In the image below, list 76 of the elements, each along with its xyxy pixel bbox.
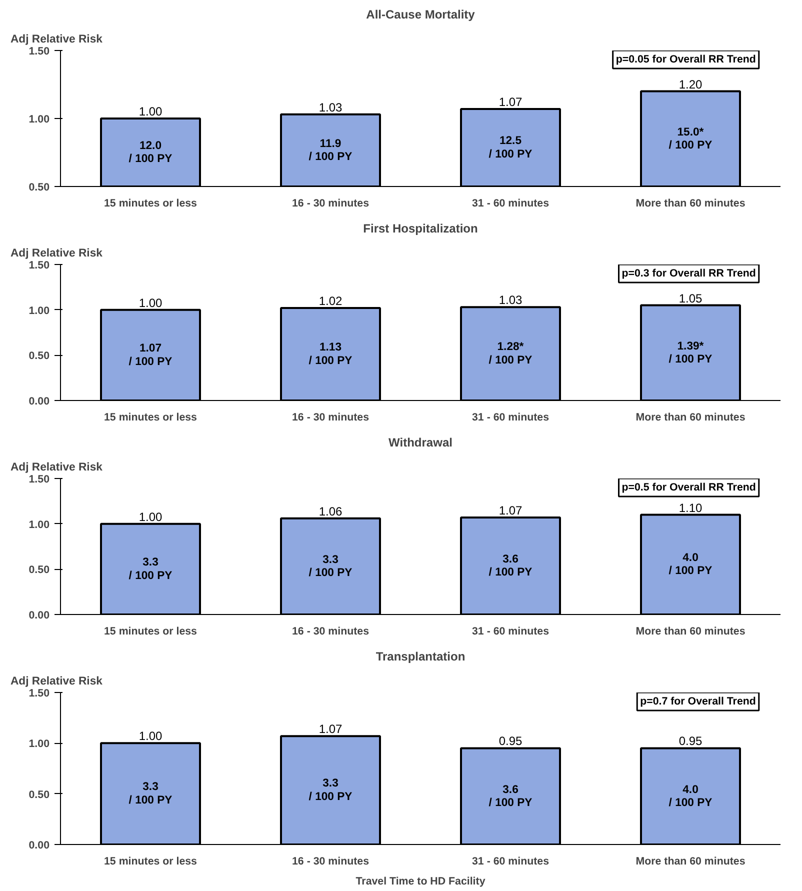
y-tick-label: 1.50: [28, 474, 50, 486]
y-tick-label: 1.50: [28, 260, 50, 272]
annotation: 3.3 / 100 PY: [308, 778, 353, 803]
annotation: 1.39* / 100 PY: [668, 340, 713, 366]
y-axis-title: Adj Relative Risk: [10, 34, 104, 46]
y-tick-label: 1.00: [28, 518, 50, 531]
x-axis-title: Travel Time to HD Facility: [356, 876, 486, 888]
annotation: p=0.7 for Overall Trend: [640, 696, 756, 708]
data-label: 0.95: [498, 734, 523, 748]
x-tick-label: 31 - 60 minutes: [472, 856, 550, 868]
y-tick-label: 0.50: [28, 788, 50, 801]
y-tick-label: 0.50: [28, 182, 50, 194]
annotation: 3.3 / 100 PY: [128, 556, 173, 582]
data-label: 1.03: [498, 293, 523, 308]
annotation: p=0.3 for Overall RR Trend: [622, 268, 756, 280]
y-tick-label: 0.00: [28, 610, 50, 622]
chart-title: All-Cause Mortality: [366, 8, 476, 22]
y-tick-label: 1.50: [28, 46, 50, 58]
data-label: 1.07: [318, 722, 343, 736]
y-axis-title: Adj Relative Risk: [10, 248, 104, 260]
data-label: 0.95: [678, 734, 703, 748]
data-label: 1.07: [498, 94, 523, 109]
annotation: 15.0* / 100 PY: [668, 126, 713, 152]
x-tick-label: More than 60 minutes: [636, 198, 746, 210]
x-tick-label: 15 minutes or less: [104, 412, 198, 424]
y-axis-title: Adj Relative Risk: [10, 676, 104, 688]
annotation: 4.0 / 100 PY: [668, 784, 713, 809]
chart-title: First Hospitalization: [363, 222, 478, 236]
y-axis-title: Adj Relative Risk: [10, 462, 104, 474]
data-label: 1.00: [138, 729, 163, 744]
y-tick-label: 1.50: [28, 688, 50, 700]
data-label: 1.00: [138, 296, 163, 310]
x-tick-label: More than 60 minutes: [636, 856, 746, 868]
data-label: 1.20: [678, 77, 703, 92]
y-tick-label: 1.00: [28, 304, 50, 317]
data-label: 1.07: [498, 503, 523, 518]
x-tick-label: 15 minutes or less: [104, 856, 198, 868]
data-label: 1.10: [678, 500, 703, 515]
y-tick-label: 0.00: [28, 396, 50, 408]
annotation: p=0.5 for Overall RR Trend: [622, 482, 756, 494]
y-tick-label: 0.50: [28, 564, 50, 576]
annotation: 1.07 / 100 PY: [128, 342, 173, 368]
annotation: 11.9 / 100 PY: [308, 138, 353, 164]
data-label: 1.02: [318, 294, 343, 308]
y-tick-label: 0.00: [28, 840, 50, 852]
x-tick-label: 16 - 30 minutes: [292, 626, 370, 638]
x-tick-label: 16 - 30 minutes: [292, 856, 370, 868]
chart-title: Withdrawal: [388, 436, 452, 450]
annotation: 4.0 / 100 PY: [668, 552, 713, 578]
annotation: p=0.05 for Overall RR Trend: [616, 54, 756, 66]
chart-title: Transplantation: [376, 650, 466, 664]
annotation: 12.5 / 100 PY: [488, 135, 533, 160]
x-tick-label: 31 - 60 minutes: [472, 198, 550, 210]
x-tick-label: More than 60 minutes: [636, 412, 746, 424]
data-label: 1.05: [678, 291, 703, 306]
x-tick-label: 16 - 30 minutes: [292, 198, 370, 210]
data-label: 1.03: [318, 100, 343, 114]
annotation: 12.0 / 100 PY: [128, 140, 173, 166]
x-tick-label: 15 minutes or less: [104, 198, 198, 210]
y-tick-label: 1.00: [28, 114, 50, 126]
annotation: 3.6 / 100 PY: [488, 784, 533, 809]
x-tick-label: 15 minutes or less: [104, 626, 198, 638]
y-tick-label: 1.00: [28, 738, 50, 750]
data-label: 1.06: [318, 504, 343, 518]
x-tick-label: 31 - 60 minutes: [472, 626, 550, 638]
data-label: 1.00: [138, 104, 163, 118]
annotation: 3.3 / 100 PY: [308, 554, 353, 580]
annotation: 3.3 / 100 PY: [128, 781, 173, 806]
data-label: 1.00: [138, 510, 163, 524]
annotation: 3.6 / 100 PY: [488, 553, 533, 579]
y-tick-label: 0.50: [28, 350, 50, 362]
annotation: 1.13 / 100 PY: [308, 342, 353, 367]
x-tick-label: 31 - 60 minutes: [472, 412, 550, 424]
annotation: 1.28* / 100 PY: [488, 341, 533, 366]
x-tick-label: More than 60 minutes: [636, 626, 746, 638]
x-tick-label: 16 - 30 minutes: [292, 412, 370, 424]
